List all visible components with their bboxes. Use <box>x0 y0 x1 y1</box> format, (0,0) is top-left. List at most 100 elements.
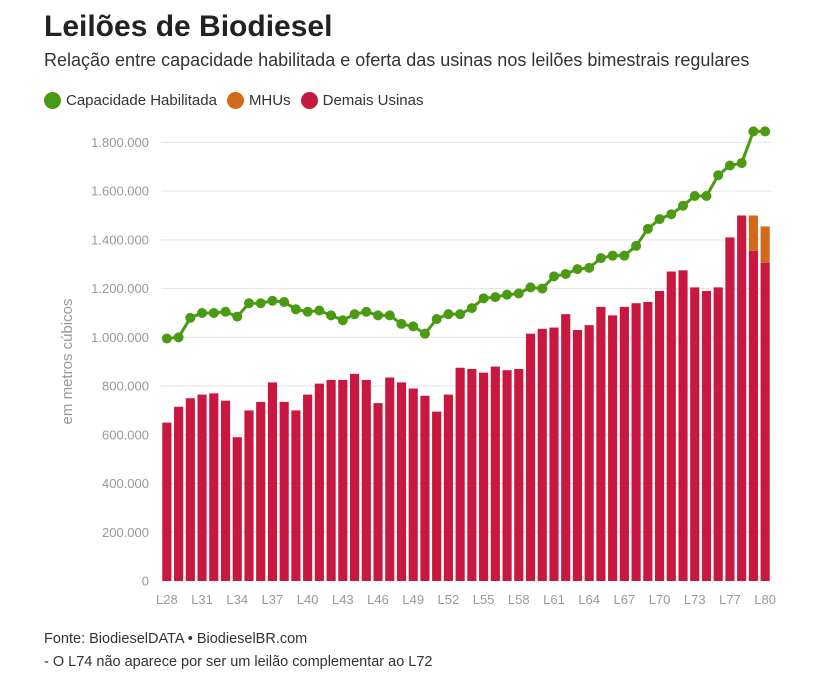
point-capacidade-habilitada <box>537 283 548 294</box>
point-capacidade-habilitada <box>208 307 219 318</box>
bar-demais-usinas <box>185 398 195 581</box>
x-tick-label: L40 <box>297 592 319 607</box>
chart-plot: 0 200.000 400.000 600.000 800.000 1.000.000 1.… <box>59 126 776 607</box>
x-tick-label: L28 <box>156 592 178 607</box>
point-capacidade-habilitada <box>584 262 595 273</box>
point-capacidade-habilitada <box>243 298 254 309</box>
bar-demais-usinas <box>338 379 348 581</box>
point-capacidade-habilitada <box>525 282 536 293</box>
bar-demais-usinas <box>303 394 313 581</box>
legend-label-demais: Demais Usinas <box>322 92 424 109</box>
point-capacidade-habilitada <box>513 288 524 299</box>
bar-demais-usinas <box>725 237 735 581</box>
x-tick-label: L67 <box>614 592 636 607</box>
x-tick-label: L77 <box>719 592 741 607</box>
x-tick-label: L34 <box>226 592 248 607</box>
bar-demais-usinas <box>443 394 453 581</box>
bar-demais-usinas <box>561 314 571 581</box>
point-capacidade-habilitada <box>373 310 384 321</box>
point-capacidade-habilitada <box>337 315 348 326</box>
bar-demais-usinas <box>326 379 336 581</box>
y-tick-label: 1.200.000 <box>91 281 149 296</box>
chart-subtitle: Relação entre capacidade habilitada e of… <box>44 50 750 70</box>
x-tick-label: L49 <box>402 592 424 607</box>
y-tick-label: 200.000 <box>102 525 149 540</box>
x-tick-label: L64 <box>578 592 600 607</box>
y-tick-label: 600.000 <box>102 427 149 442</box>
point-capacidade-habilitada <box>678 200 689 211</box>
bar-demais-usinas <box>572 330 583 581</box>
point-capacidade-habilitada <box>724 160 735 171</box>
point-capacidade-habilitada <box>361 306 372 317</box>
point-capacidade-habilitada <box>290 304 301 315</box>
y-tick-label: 800.000 <box>102 379 149 394</box>
bar-demais-usinas <box>197 394 207 581</box>
bar-demais-usinas <box>373 403 383 581</box>
point-capacidade-habilitada <box>408 321 419 332</box>
footer-note: - O L74 não aparece por ser um leilão co… <box>44 654 433 670</box>
bar-demais-usinas <box>220 400 231 581</box>
point-capacidade-habilitada <box>396 318 407 329</box>
bar-demais-usinas <box>396 382 407 581</box>
x-tick-label: L52 <box>438 592 460 607</box>
bar-demais-usinas <box>385 377 395 581</box>
legend-item-mhus[interactable]: MHUs <box>226 92 291 109</box>
x-tick-label: L58 <box>508 592 530 607</box>
bar-demais-usinas <box>490 366 500 581</box>
point-capacidade-habilitada <box>419 328 430 339</box>
legend-label-mhus: MHUs <box>248 92 291 109</box>
bar-demais-usinas <box>420 395 430 581</box>
y-tick-label: 1.000.000 <box>91 330 149 345</box>
legend: Capacidade Habilitada MHUs Demais Usinas <box>44 92 433 109</box>
bar-demais-usinas <box>361 379 371 581</box>
y-axis-label: em metros cúbicos <box>59 299 76 425</box>
bar-demais-usinas <box>267 382 278 581</box>
bar-demais-usinas <box>631 303 641 581</box>
point-capacidade-habilitada <box>466 303 477 314</box>
point-capacidade-habilitada <box>736 158 747 169</box>
point-capacidade-habilitada <box>185 312 196 323</box>
bar-demais-usinas <box>162 422 172 581</box>
point-capacidade-habilitada <box>607 250 618 261</box>
bar-demais-usinas <box>244 410 254 581</box>
chart-title: Leilões de Biodiesel <box>44 10 333 43</box>
bar-demais-usinas <box>232 437 242 581</box>
bar-demais-usinas <box>256 401 266 581</box>
point-capacidade-habilitada <box>619 250 630 261</box>
bar-demais-usinas <box>654 291 665 581</box>
bar-demais-usinas <box>514 368 524 581</box>
legend-item-capacidade[interactable]: Capacidade Habilitada <box>44 92 217 109</box>
point-capacidade-habilitada <box>502 289 513 300</box>
bar-demais-usinas <box>737 215 747 581</box>
point-capacidade-habilitada <box>255 298 266 309</box>
point-capacidade-habilitada <box>572 264 583 275</box>
bar-demais-usinas <box>279 401 289 581</box>
legend-item-demais[interactable]: Demais Usinas <box>300 92 424 109</box>
legend-label-capacidade: Capacidade Habilitada <box>66 92 217 109</box>
bar-mhus <box>748 215 758 251</box>
bar-demais-usinas <box>537 328 547 581</box>
y-tick-label: 400.000 <box>102 476 149 491</box>
bar-mhus <box>760 226 770 263</box>
x-tick-label: L73 <box>684 592 706 607</box>
bar-demais-usinas <box>291 410 301 581</box>
point-capacidade-habilitada <box>455 309 466 320</box>
bar-demais-usinas <box>678 270 688 581</box>
point-capacidade-habilitada <box>654 214 665 225</box>
point-capacidade-habilitada <box>560 268 571 279</box>
point-capacidade-habilitada <box>548 271 559 282</box>
point-capacidade-habilitada <box>267 295 278 306</box>
bar-demais-usinas <box>549 327 559 581</box>
point-capacidade-habilitada <box>232 311 243 322</box>
bar-demais-usinas <box>596 306 606 581</box>
point-capacidade-habilitada <box>443 309 454 320</box>
bar-demais-usinas <box>209 393 219 581</box>
point-capacidade-habilitada <box>760 126 771 137</box>
bar-demais-usinas <box>174 406 184 581</box>
point-capacidade-habilitada <box>631 240 642 251</box>
bar-demais-usinas <box>643 301 653 581</box>
x-tick-label: L43 <box>332 592 354 607</box>
bar-demais-usinas <box>349 373 360 581</box>
bar-demais-usinas <box>314 383 324 581</box>
point-capacidade-habilitada <box>689 190 700 201</box>
